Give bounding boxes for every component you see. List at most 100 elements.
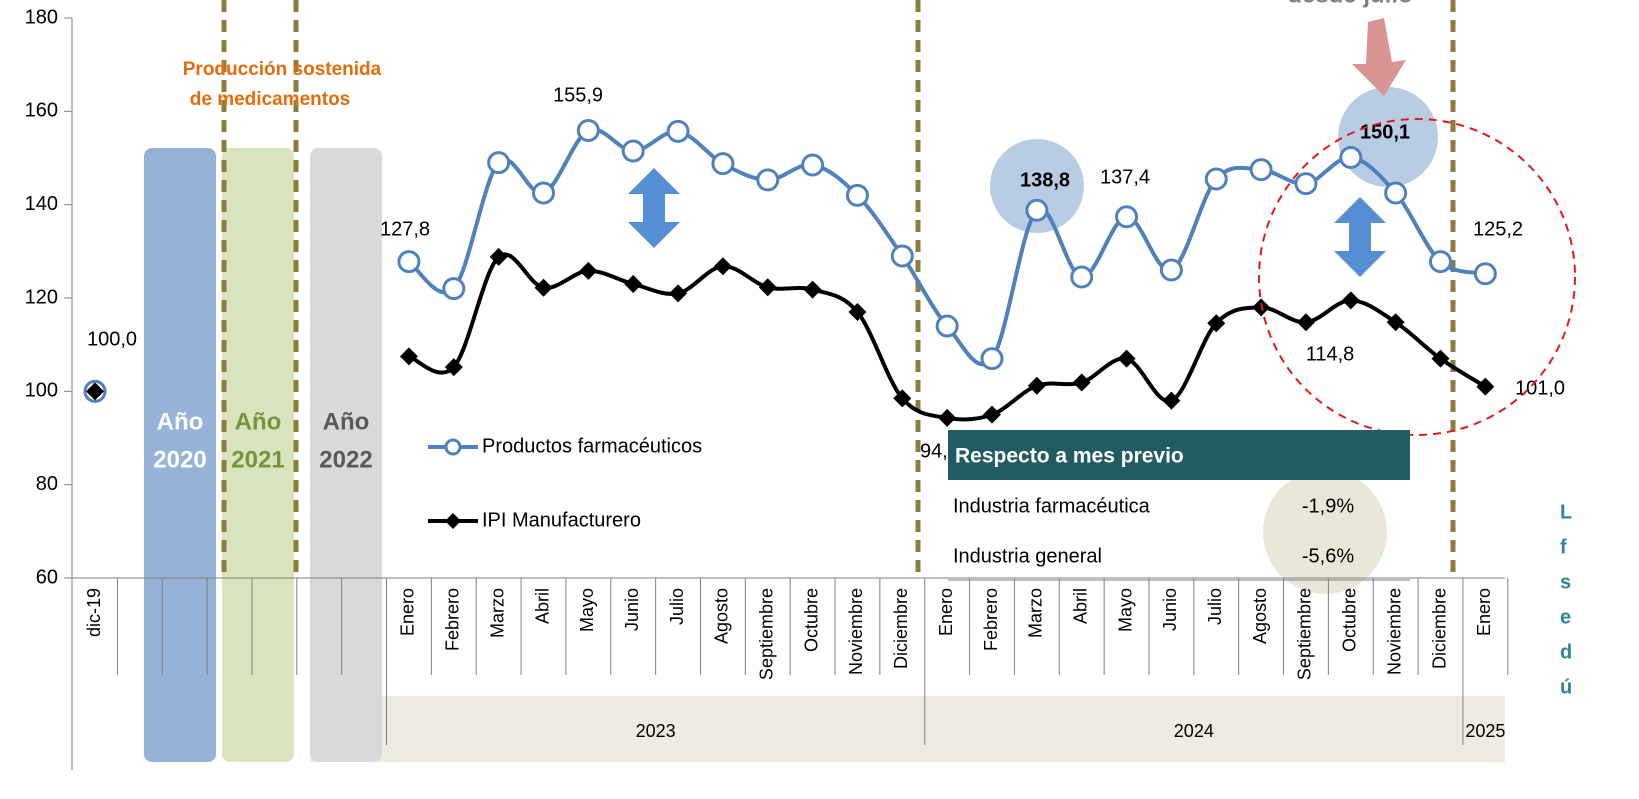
marker [1159, 258, 1183, 282]
year-box-label: Año [235, 408, 282, 435]
y-tick-label: 120 [25, 286, 58, 308]
marker [1431, 349, 1450, 368]
legend-label: IPI Manufacturero [482, 509, 641, 531]
marker [624, 275, 643, 293]
marker [1162, 391, 1181, 410]
y-tick-label: 180 [25, 6, 58, 28]
x-tick-label: Enero [1474, 588, 1494, 636]
side-note: s [1560, 571, 1571, 593]
marker [1339, 146, 1363, 170]
x-tick-label: Julio [1205, 588, 1225, 625]
data-label: 100,0 [87, 328, 137, 350]
marker [579, 261, 598, 280]
year-box [222, 148, 294, 762]
data-label: 138,8 [1020, 169, 1070, 191]
marker [1341, 291, 1360, 310]
marker [801, 153, 825, 177]
marker [1072, 373, 1091, 392]
marker [487, 151, 511, 175]
data-label: 150,1 [1360, 121, 1410, 143]
marker [1115, 205, 1139, 229]
marker [935, 314, 959, 338]
x-tick-label: Agosto [1250, 588, 1270, 644]
year-label: 2025 [1465, 721, 1505, 741]
marker [1070, 265, 1094, 289]
marker [893, 389, 912, 408]
x-tick-label: Septiembre [1295, 588, 1315, 680]
x-tick-label: Octubre [1340, 588, 1360, 652]
marker [534, 278, 553, 297]
x-tick-label: Febrero [981, 588, 1001, 651]
table-header: Respecto a mes previo [955, 445, 1184, 468]
x-tick-label: Enero [936, 588, 956, 636]
x-tick-label: Junio [622, 588, 642, 631]
annotation: de medicamentos [190, 89, 351, 110]
marker [711, 152, 735, 176]
side-note: e [1560, 606, 1571, 628]
data-label: 137,4 [1100, 166, 1150, 188]
side-note: d [1560, 641, 1572, 663]
table-header-bg [948, 430, 1410, 480]
series-line [407, 127, 1486, 367]
x-tick-label: Julio [667, 588, 687, 625]
marker [669, 284, 688, 303]
side-note: ú [1560, 676, 1572, 698]
marker [803, 280, 822, 299]
x-tick-label: Diciembre [1429, 588, 1449, 669]
table-row-value: -1,9% [1302, 495, 1354, 517]
top-note: desde julio [1287, 0, 1412, 8]
marker [983, 405, 1001, 424]
marker [980, 347, 1004, 371]
marker [1025, 198, 1049, 222]
y-tick-label: 100 [25, 380, 58, 402]
legend-marker [444, 438, 462, 456]
marker [444, 358, 463, 377]
year-label: 2024 [1174, 721, 1214, 741]
x-tick-label: Octubre [801, 588, 821, 652]
year-box-label: 2020 [153, 446, 206, 473]
x-tick-label: Junio [1160, 588, 1180, 631]
pointer-arrow [1352, 18, 1406, 96]
highlight [990, 139, 1084, 233]
marker [1117, 349, 1136, 368]
legend-marker [445, 513, 461, 529]
marker [666, 119, 690, 143]
legend-label: Productos farmacéuticos [482, 435, 702, 457]
x-tick-label: Agosto [712, 588, 732, 644]
x-tick-label: Abril [532, 588, 552, 624]
table-row-label: Industria general [953, 545, 1102, 567]
marker [1429, 250, 1452, 274]
annotation: Producción sostenida [183, 59, 382, 80]
marker [848, 303, 867, 321]
marker [1473, 262, 1497, 286]
marker [397, 250, 421, 274]
year-box-label: 2022 [319, 446, 372, 473]
marker [1204, 167, 1228, 191]
focus-circle [1258, 118, 1576, 436]
y-tick-label: 160 [25, 100, 58, 122]
x-tick-label: Febrero [443, 588, 463, 651]
marker [1386, 313, 1405, 332]
x-tick-label: dic-19 [84, 588, 104, 637]
data-label: 114,8 [1306, 343, 1355, 365]
marker [1476, 377, 1495, 396]
year-label: 2023 [636, 721, 676, 741]
marker [845, 183, 869, 207]
marker [1296, 313, 1315, 332]
marker [621, 139, 645, 163]
y-tick-label: 140 [25, 193, 58, 215]
x-tick-label: Noviembre [1384, 588, 1404, 675]
table-row-label: Industria farmacéutica [953, 495, 1151, 517]
x-tick-label: Marzo [1026, 588, 1046, 638]
marker [938, 408, 957, 427]
year-box-label: Año [323, 408, 370, 435]
year-box [310, 148, 382, 762]
side-note: L [1560, 501, 1572, 523]
data-label: 127,8 [380, 218, 430, 240]
marker [399, 347, 418, 366]
table-row-value: -5,6% [1302, 545, 1354, 567]
marker [1207, 314, 1226, 333]
y-tick-label: 80 [36, 473, 58, 495]
x-tick-label: Mayo [577, 588, 597, 632]
